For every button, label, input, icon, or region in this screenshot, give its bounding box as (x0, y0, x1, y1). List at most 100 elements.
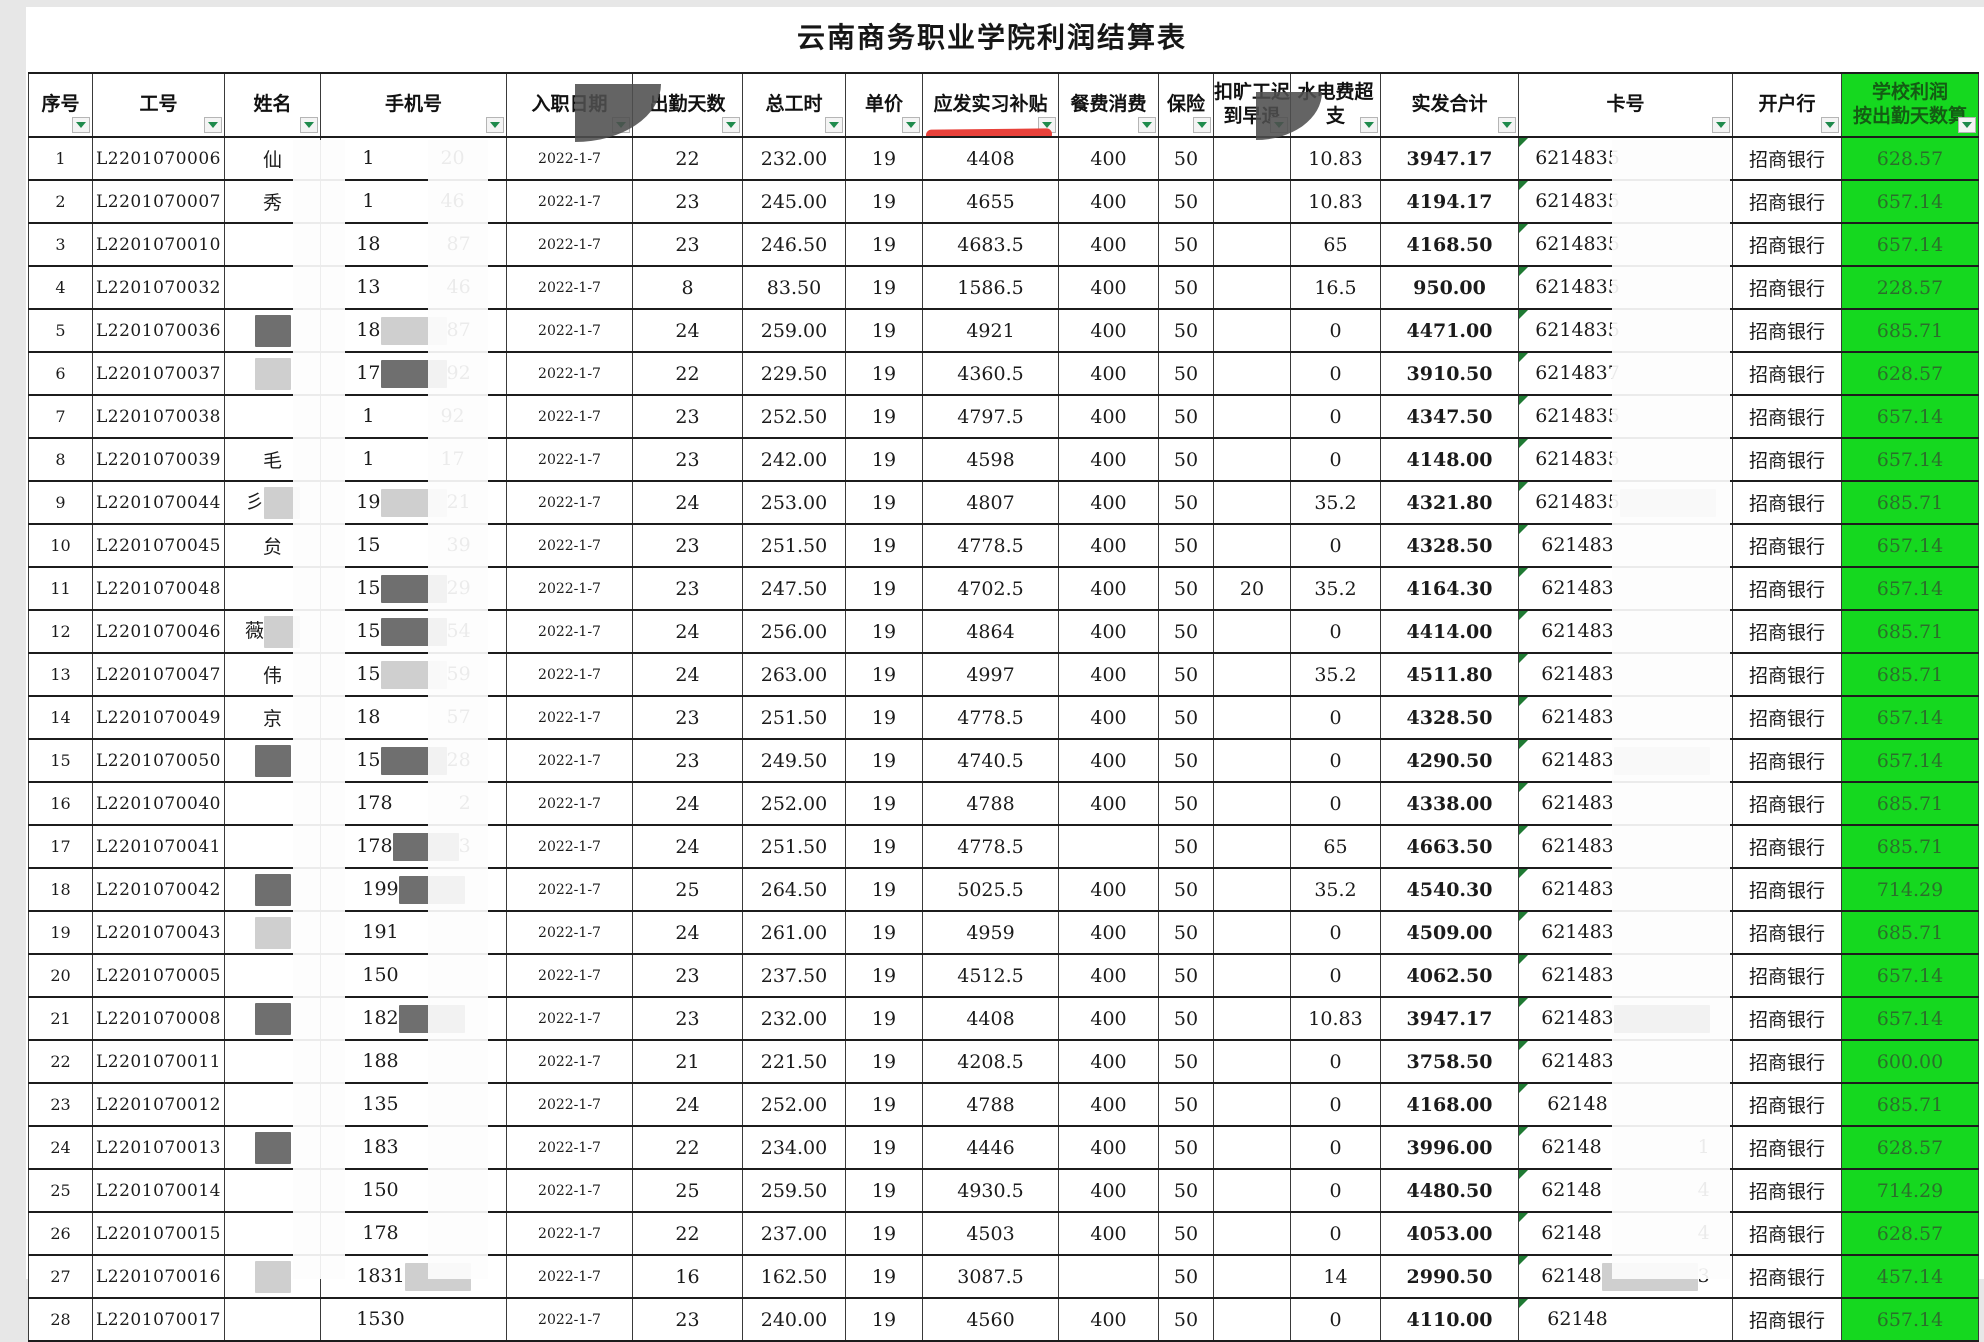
cell-subsidy[interactable]: 3087.5 (922, 1254, 1059, 1299)
cell-employee-id[interactable]: L2201070040 (92, 781, 225, 826)
cell-bank[interactable]: 招商银行 (1732, 953, 1842, 998)
cell-attendance-days[interactable]: 23 (632, 523, 743, 568)
cell-unit-price[interactable]: 19 (845, 910, 923, 955)
cell-utility-overspend[interactable]: 0 (1290, 953, 1381, 998)
cell-bank[interactable]: 招商银行 (1732, 437, 1842, 482)
cell-school-profit[interactable]: 685.71 (1841, 781, 1979, 826)
cell-subsidy[interactable]: 1586.5 (922, 265, 1059, 310)
cell-seq[interactable]: 16 (28, 781, 93, 826)
cell-meal[interactable]: 400 (1058, 265, 1159, 310)
cell-bank[interactable]: 招商银行 (1732, 1168, 1842, 1213)
filter-dropdown-icon[interactable] (1958, 117, 1976, 133)
cell-net-total[interactable]: 4511.80 (1380, 652, 1519, 697)
cell-attendance-days[interactable]: 24 (632, 308, 743, 353)
cell-unit-price[interactable]: 19 (845, 824, 923, 869)
cell-bank[interactable]: 招商银行 (1732, 351, 1842, 396)
cell-employee-id[interactable]: L2201070050 (92, 738, 225, 783)
cell-bank[interactable]: 招商银行 (1732, 566, 1842, 611)
cell-employee-id[interactable]: L2201070042 (92, 867, 225, 912)
cell-seq[interactable]: 9 (28, 480, 93, 525)
cell-seq[interactable]: 22 (28, 1039, 93, 1084)
cell-employee-id[interactable]: L2201070032 (92, 265, 225, 310)
cell-seq[interactable]: 26 (28, 1211, 93, 1256)
cell-subsidy[interactable]: 4778.5 (922, 824, 1059, 869)
cell-employee-id[interactable]: L2201070038 (92, 394, 225, 439)
cell-total-hours[interactable]: 221.50 (742, 1039, 846, 1084)
cell-deduction[interactable] (1213, 652, 1291, 697)
cell-bank[interactable]: 招商银行 (1732, 308, 1842, 353)
cell-insurance[interactable]: 50 (1158, 953, 1214, 998)
filter-dropdown-icon[interactable] (1138, 117, 1156, 133)
cell-insurance[interactable]: 50 (1158, 1125, 1214, 1170)
cell-deduction[interactable] (1213, 523, 1291, 568)
cell-unit-price[interactable]: 19 (845, 136, 923, 181)
cell-hire-date[interactable]: 2022-1-7 (506, 308, 633, 353)
cell-subsidy[interactable]: 4446 (922, 1125, 1059, 1170)
cell-insurance[interactable]: 50 (1158, 695, 1214, 740)
cell-net-total[interactable]: 3996.00 (1380, 1125, 1519, 1170)
cell-hire-date[interactable]: 2022-1-7 (506, 867, 633, 912)
cell-employee-id[interactable]: L2201070011 (92, 1039, 225, 1084)
cell-employee-id[interactable]: L2201070010 (92, 222, 225, 267)
cell-attendance-days[interactable]: 24 (632, 652, 743, 697)
cell-attendance-days[interactable]: 24 (632, 609, 743, 654)
cell-school-profit[interactable]: 685.71 (1841, 824, 1979, 869)
cell-hire-date[interactable]: 2022-1-7 (506, 265, 633, 310)
filter-dropdown-icon[interactable] (1821, 117, 1839, 133)
cell-hire-date[interactable]: 2022-1-7 (506, 480, 633, 525)
cell-deduction[interactable] (1213, 480, 1291, 525)
cell-utility-overspend[interactable]: 0 (1290, 351, 1381, 396)
cell-meal[interactable]: 400 (1058, 179, 1159, 224)
cell-insurance[interactable]: 50 (1158, 136, 1214, 181)
cell-seq[interactable]: 1 (28, 136, 93, 181)
cell-bank[interactable]: 招商银行 (1732, 1082, 1842, 1127)
cell-attendance-days[interactable]: 24 (632, 781, 743, 826)
cell-utility-overspend[interactable]: 0 (1290, 1297, 1381, 1342)
cell-unit-price[interactable]: 19 (845, 738, 923, 783)
cell-insurance[interactable]: 50 (1158, 265, 1214, 310)
filter-dropdown-icon[interactable] (902, 117, 920, 133)
cell-hire-date[interactable]: 2022-1-7 (506, 1082, 633, 1127)
cell-subsidy[interactable]: 4778.5 (922, 523, 1059, 568)
cell-utility-overspend[interactable]: 0 (1290, 1039, 1381, 1084)
cell-school-profit[interactable]: 600.00 (1841, 1039, 1979, 1084)
cell-employee-id[interactable]: L2201070041 (92, 824, 225, 869)
cell-attendance-days[interactable]: 21 (632, 1039, 743, 1084)
cell-deduction[interactable] (1213, 1211, 1291, 1256)
cell-insurance[interactable]: 50 (1158, 910, 1214, 955)
cell-hire-date[interactable]: 2022-1-7 (506, 996, 633, 1041)
cell-insurance[interactable]: 50 (1158, 480, 1214, 525)
cell-employee-id[interactable]: L2201070017 (92, 1297, 225, 1342)
cell-phone[interactable]: 1530 (320, 1297, 507, 1342)
cell-insurance[interactable]: 50 (1158, 1082, 1214, 1127)
cell-attendance-days[interactable]: 25 (632, 1168, 743, 1213)
cell-hire-date[interactable]: 2022-1-7 (506, 824, 633, 869)
cell-subsidy[interactable]: 4598 (922, 437, 1059, 482)
cell-seq[interactable]: 23 (28, 1082, 93, 1127)
cell-seq[interactable]: 12 (28, 609, 93, 654)
cell-total-hours[interactable]: 251.50 (742, 695, 846, 740)
cell-insurance[interactable]: 50 (1158, 566, 1214, 611)
cell-hire-date[interactable]: 2022-1-7 (506, 1125, 633, 1170)
cell-meal[interactable]: 400 (1058, 781, 1159, 826)
cell-attendance-days[interactable]: 23 (632, 695, 743, 740)
cell-deduction[interactable] (1213, 781, 1291, 826)
cell-utility-overspend[interactable]: 0 (1290, 1082, 1381, 1127)
cell-utility-overspend[interactable]: 35.2 (1290, 566, 1381, 611)
cell-employee-id[interactable]: L2201070006 (92, 136, 225, 181)
cell-meal[interactable]: 400 (1058, 523, 1159, 568)
cell-utility-overspend[interactable]: 0 (1290, 437, 1381, 482)
cell-total-hours[interactable]: 256.00 (742, 609, 846, 654)
filter-dropdown-icon[interactable] (486, 117, 504, 133)
cell-deduction[interactable]: 20 (1213, 566, 1291, 611)
cell-unit-price[interactable]: 19 (845, 781, 923, 826)
cell-employee-id[interactable]: L2201070007 (92, 179, 225, 224)
cell-utility-overspend[interactable]: 0 (1290, 1168, 1381, 1213)
cell-meal[interactable]: 400 (1058, 609, 1159, 654)
cell-utility-overspend[interactable]: 0 (1290, 1125, 1381, 1170)
cell-bank[interactable]: 招商银行 (1732, 136, 1842, 181)
cell-hire-date[interactable]: 2022-1-7 (506, 222, 633, 267)
cell-employee-id[interactable]: L2201070049 (92, 695, 225, 740)
cell-total-hours[interactable]: 251.50 (742, 523, 846, 568)
cell-hire-date[interactable]: 2022-1-7 (506, 695, 633, 740)
